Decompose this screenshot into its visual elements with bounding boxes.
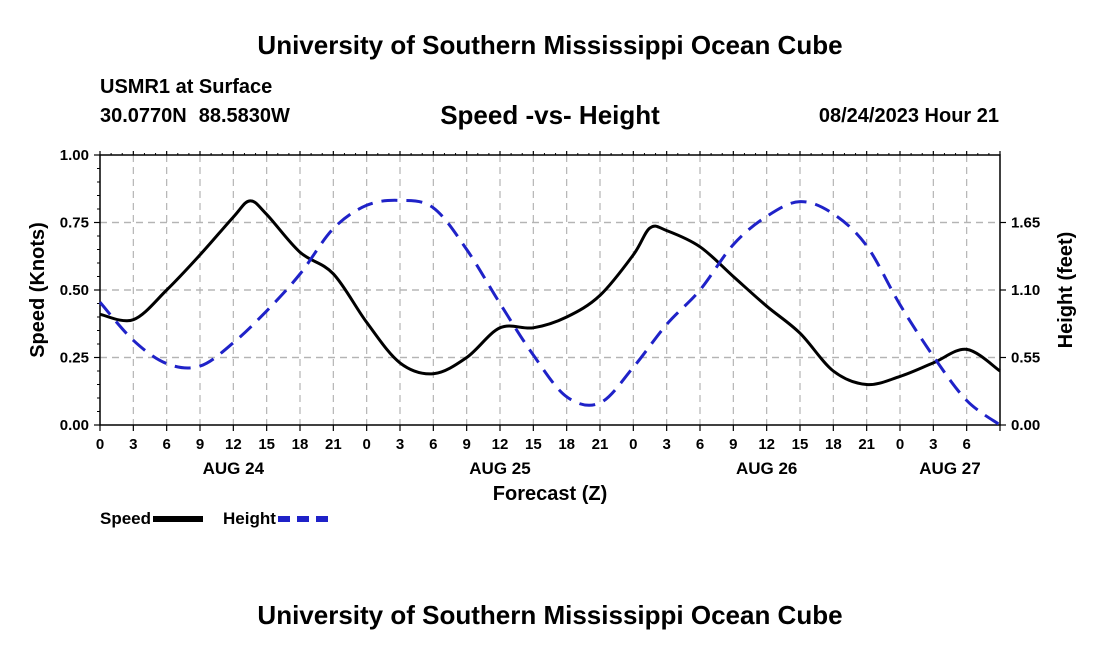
series-line-speed <box>99 199 1001 387</box>
y-tick-label: 1.00 <box>60 147 89 164</box>
legend-height-label: Height <box>223 509 276 528</box>
x-tick-label: 3 <box>929 436 937 453</box>
x-tick-label: 9 <box>729 436 737 453</box>
y2-axis-label: Height (feet) <box>1055 232 1077 349</box>
main-title: University of Southern Mississippi Ocean… <box>257 30 843 60</box>
x-tick-label: 12 <box>758 436 775 453</box>
x-tick-label: 21 <box>325 436 342 453</box>
grid <box>100 155 1000 425</box>
station-label: USMR1 at Surface <box>100 76 273 98</box>
legend-speed-label: Speed <box>100 509 152 528</box>
footer-title: University of Southern Mississippi Ocean… <box>257 600 843 630</box>
x-tick-label: 6 <box>696 436 704 453</box>
legend-height-swatch <box>277 516 328 522</box>
y-tick-label: 0.50 <box>60 282 89 299</box>
y2-tick-label: 1.10 <box>1011 282 1040 299</box>
x-tick-label: 0 <box>96 436 104 453</box>
legend: Speed Height <box>100 509 348 529</box>
x-tick-label: 18 <box>558 436 575 453</box>
x-tick-label: 12 <box>492 436 509 453</box>
x-tick-label: 18 <box>292 436 309 453</box>
x-tick-label: 15 <box>792 436 809 453</box>
x-tick-label: 3 <box>662 436 670 453</box>
x-day-label: AUG 27 <box>919 459 980 478</box>
axis-ticks <box>94 151 1006 431</box>
x-tick-label: 0 <box>362 436 370 453</box>
y2-tick-label: 0.00 <box>1011 417 1040 434</box>
x-tick-label: 15 <box>258 436 275 453</box>
x-day-label: AUG 26 <box>736 459 797 478</box>
x-tick-label: 21 <box>592 436 609 453</box>
x-tick-label: 21 <box>858 436 875 453</box>
x-tick-label: 6 <box>162 436 170 453</box>
series-line-height <box>98 198 1001 427</box>
series-lines <box>98 198 1001 427</box>
x-tick-label: 0 <box>896 436 904 453</box>
chart-subtitle: Speed -vs- Height <box>440 100 660 130</box>
x-tick-label: 6 <box>962 436 970 453</box>
y-tick-label: 0.75 <box>60 215 89 232</box>
x-tick-label: 12 <box>225 436 242 453</box>
x-tick-label: 15 <box>525 436 542 453</box>
axis-tick-labels: 0 3 6 9 12 15 18 21 0 3 6 9 12 15 18 21 0 3 6 9 12 15 18 21 0 3 6 A… <box>60 147 1040 478</box>
x-tick-label: 0 <box>629 436 637 453</box>
legend-speed-swatch <box>153 516 204 522</box>
y-tick-label: 0.25 <box>60 350 89 367</box>
y2-tick-label: 1.65 <box>1011 215 1040 232</box>
x-tick-label: 3 <box>396 436 404 453</box>
y2-tick-label: 0.55 <box>1011 350 1040 367</box>
x-tick-label: 9 <box>196 436 204 453</box>
x-tick-label: 3 <box>129 436 137 453</box>
x-day-label: AUG 25 <box>469 459 530 478</box>
x-tick-label: 18 <box>825 436 842 453</box>
y-axis-label: Speed (Knots) <box>27 222 49 358</box>
x-tick-label: 9 <box>462 436 470 453</box>
x-tick-label: 6 <box>429 436 437 453</box>
x-day-label: AUG 24 <box>203 459 265 478</box>
forecast-datetime: 08/24/2023 Hour 21 <box>818 105 999 127</box>
latitude: 30.0770N <box>100 105 187 127</box>
longitude: 88.5830W <box>198 105 290 127</box>
y-tick-label: 0.00 <box>60 417 89 434</box>
x-axis-label: Forecast (Z) <box>493 483 607 505</box>
station-coordinates: 30.0770N 88.5830W <box>100 105 302 128</box>
